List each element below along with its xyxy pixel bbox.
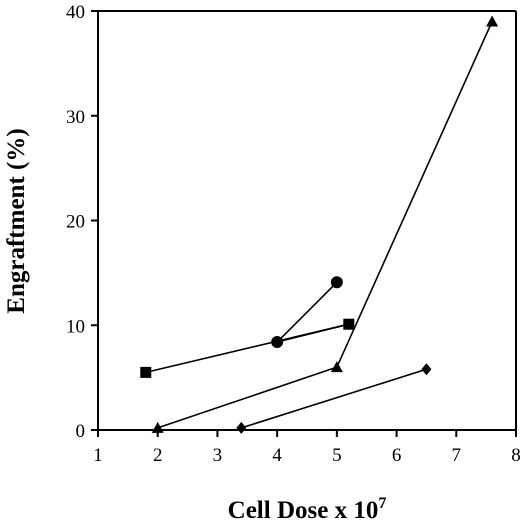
x-tick-label: 3 <box>213 445 223 466</box>
x-axis-title: Cell Dose x 107 <box>228 495 387 524</box>
x-tick-label: 4 <box>272 445 282 466</box>
triangle-point <box>486 15 499 27</box>
y-tick-label: 0 <box>76 421 86 442</box>
square-point <box>343 318 355 330</box>
circle-point <box>330 276 343 289</box>
y-tick-label: 10 <box>66 316 85 337</box>
y-axis-title: Engraftment (%) <box>3 128 30 313</box>
series-markers <box>140 15 499 434</box>
diamond-point <box>421 363 432 376</box>
series-line-triangle <box>157 21 493 429</box>
square-point <box>140 366 152 378</box>
connector-line <box>276 323 349 343</box>
y-tick-label: 30 <box>66 107 85 128</box>
x-tick-label: 1 <box>93 445 103 466</box>
x-tick-label: 6 <box>392 445 402 466</box>
y-tick-label: 20 <box>66 212 85 233</box>
series-line-circle <box>276 281 338 343</box>
x-axis-title-superscript: 7 <box>378 495 386 512</box>
diamond-point <box>236 421 247 434</box>
x-tick-label: 7 <box>452 445 462 466</box>
series-line-diamond <box>241 368 427 429</box>
y-ticks: 0 10 20 30 40 <box>66 2 98 442</box>
triangle-point <box>151 421 164 433</box>
plot-frame <box>97 10 517 431</box>
circle-point <box>271 336 284 349</box>
series-lines <box>145 21 493 429</box>
y-tick-label: 40 <box>66 2 85 23</box>
x-ticks: 1 2 3 4 5 6 7 8 <box>93 430 520 466</box>
x-tick-label: 2 <box>153 445 163 466</box>
triangle-point <box>330 361 343 373</box>
x-tick-label: 8 <box>511 445 520 466</box>
x-tick-label: 5 <box>332 445 342 466</box>
